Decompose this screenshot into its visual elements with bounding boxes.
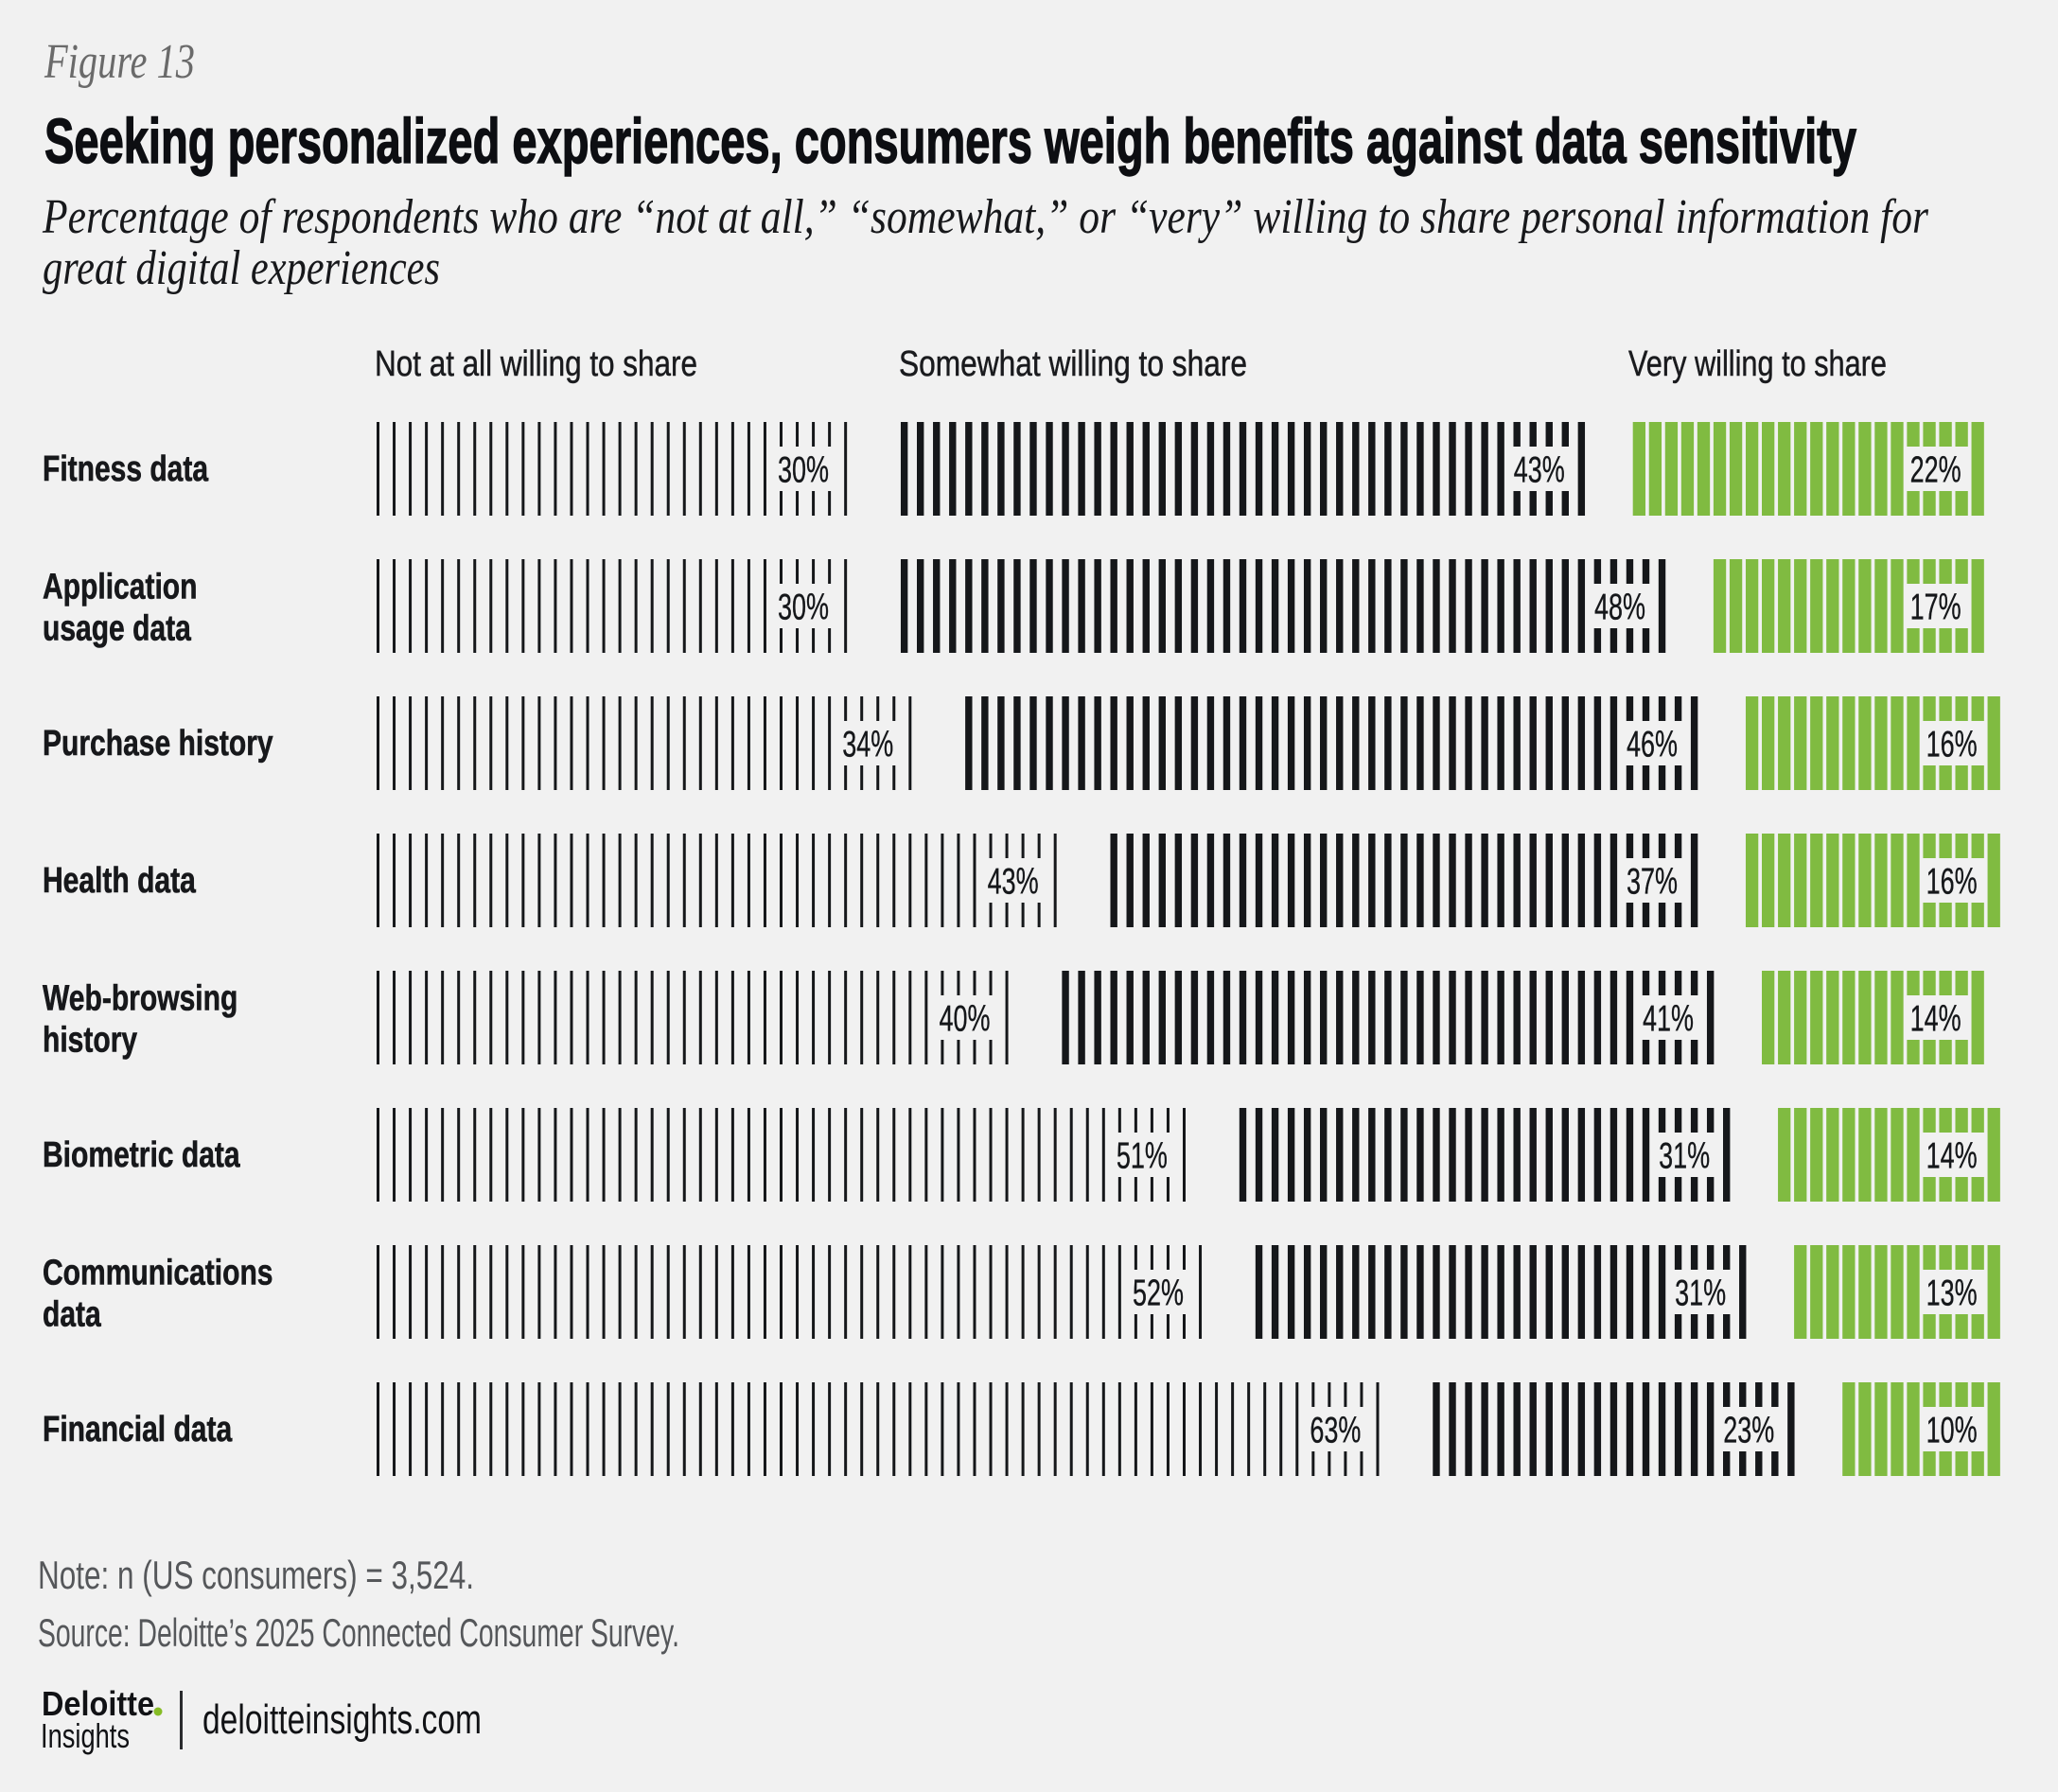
svg-text:history: history [43,1021,137,1061]
svg-text:13%: 13% [1926,1274,1978,1314]
svg-text:10%: 10% [1926,1411,1978,1451]
svg-text:41%: 41% [1643,999,1694,1040]
svg-text:Source: Deloitte’s 2025 Connec: Source: Deloitte’s 2025 Connected Consum… [38,1610,679,1655]
svg-text:34%: 34% [842,725,893,765]
svg-text:Insights: Insights [41,1716,130,1755]
svg-text:Not at all willing to share: Not at all willing to share [375,344,697,384]
svg-text:Percentage of respondents who: Percentage of respondents who are “not a… [42,190,1928,244]
svg-text:43%: 43% [1514,450,1565,491]
svg-text:63%: 63% [1310,1411,1361,1451]
svg-text:46%: 46% [1627,725,1678,765]
svg-text:52%: 52% [1133,1274,1184,1314]
svg-text:Biometric data: Biometric data [43,1135,240,1175]
svg-text:Communications: Communications [43,1254,273,1293]
svg-text:Somewhat willing to share: Somewhat willing to share [899,344,1247,384]
svg-text:23%: 23% [1723,1411,1774,1451]
svg-text:Very willing to share: Very willing to share [1628,344,1887,384]
svg-text:22%: 22% [1910,450,1961,491]
svg-text:Deloitte: Deloitte [42,1684,154,1723]
svg-text:Fitness data: Fitness data [43,449,209,489]
svg-text:Application: Application [43,568,198,607]
svg-text:31%: 31% [1659,1136,1710,1177]
svg-text:Purchase history: Purchase history [43,724,273,764]
svg-text:43%: 43% [988,862,1039,903]
svg-text:great digital experiences: great digital experiences [43,241,440,295]
svg-text:Seeking personalized experienc: Seeking personalized experiences, consum… [44,106,1856,177]
svg-text:14%: 14% [1926,1136,1978,1177]
svg-text:Health data: Health data [43,861,196,901]
svg-text:14%: 14% [1910,999,1961,1040]
svg-text:Web-browsing: Web-browsing [43,979,237,1019]
svg-text:data: data [43,1295,101,1335]
svg-text:48%: 48% [1594,588,1645,628]
svg-text:40%: 40% [939,999,990,1040]
svg-text:37%: 37% [1627,862,1678,903]
svg-text:30%: 30% [778,588,829,628]
svg-text:Figure 13: Figure 13 [44,35,195,89]
svg-text:deloitteinsights.com: deloitteinsights.com [202,1696,482,1743]
svg-text:30%: 30% [778,450,829,491]
svg-text:Note: n (US consumers) = 3,524: Note: n (US consumers) = 3,524. [38,1553,474,1597]
svg-text:Financial data: Financial data [43,1410,233,1449]
svg-text:usage data: usage data [43,609,191,649]
svg-text:16%: 16% [1926,725,1978,765]
svg-text:51%: 51% [1117,1136,1168,1177]
svg-text:31%: 31% [1675,1274,1726,1314]
svg-text:16%: 16% [1926,862,1978,903]
svg-text:17%: 17% [1910,588,1961,628]
